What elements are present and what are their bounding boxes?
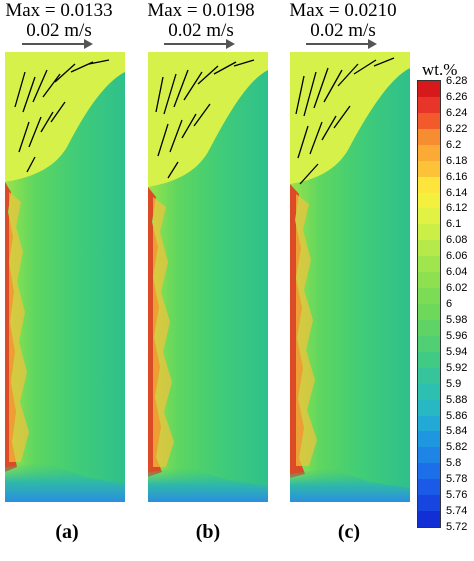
colorbar-tick-label: 5.9 xyxy=(446,377,462,390)
colorbar-tick-label: 6.18 xyxy=(446,154,468,167)
colorbar-tick-label: 5.88 xyxy=(446,393,468,406)
concentration-field-b xyxy=(148,52,268,502)
colorbar-cell xyxy=(418,351,440,369)
concentration-field-a xyxy=(5,52,125,502)
scale-arrow-icon xyxy=(164,39,235,49)
scale-arrow-icon xyxy=(22,39,93,49)
colorbar-cell xyxy=(418,431,440,448)
scale-label: 0.02 m/s xyxy=(168,20,234,41)
colorbar-tick-label: 5.96 xyxy=(446,329,468,342)
colorbar-cell xyxy=(418,128,440,146)
colorbar-tick-label: 5.86 xyxy=(446,409,468,422)
colorbar-cell xyxy=(418,511,440,528)
max-velocity-label: Max = 0.0198 xyxy=(147,0,255,21)
colorbar-tick-label: 6.1 xyxy=(446,218,462,231)
colorbar-cell xyxy=(418,112,440,130)
colorbar xyxy=(417,80,441,528)
colorbar-cell xyxy=(418,224,440,241)
panel-label-a: (a) xyxy=(55,521,79,543)
colorbar-tick-label: 6.14 xyxy=(446,186,468,199)
colorbar-tick-label: 5.92 xyxy=(446,361,468,374)
colorbar-cell xyxy=(418,144,440,162)
colorbar-tick-label: 6.06 xyxy=(446,250,468,263)
colorbar-cell xyxy=(418,399,440,416)
colorbar-cell xyxy=(418,463,440,480)
colorbar-tick-label: 5.84 xyxy=(446,425,468,438)
colorbar-tick-label: 5.98 xyxy=(446,313,468,326)
colorbar-tick-label: 5.74 xyxy=(446,505,468,518)
colorbar-cell xyxy=(418,256,440,273)
colorbar-cell xyxy=(418,383,440,401)
colorbar-tick-label: 5.82 xyxy=(446,441,468,454)
colorbar-tick-label: 5.78 xyxy=(446,473,468,486)
colorbar-cell xyxy=(418,96,440,114)
colorbar-tick-label: 6 xyxy=(446,298,453,310)
concentration-field-c xyxy=(290,52,410,502)
colorbar-tick-label: 5.8 xyxy=(446,457,462,470)
colorbar-cell xyxy=(418,81,440,98)
colorbar-tick-label: 6.26 xyxy=(446,90,468,103)
panel-label-b: (b) xyxy=(195,521,221,543)
max-velocity-label: Max = 0.0133 xyxy=(5,0,113,21)
colorbar-tick-label: 6.16 xyxy=(446,170,468,183)
colorbar-title: wt.% xyxy=(422,60,458,79)
colorbar-cell xyxy=(418,495,440,512)
colorbar-tick-label: 5.72 xyxy=(446,521,468,533)
colorbar-cell xyxy=(418,176,440,193)
scale-label: 0.02 m/s xyxy=(310,20,376,41)
colorbar-tick-label: 6.2 xyxy=(446,138,462,151)
colorbar-tick-label: 5.94 xyxy=(446,345,468,358)
scale-label: 0.02 m/s xyxy=(26,20,92,41)
colorbar-cell xyxy=(418,288,440,305)
colorbar-cell xyxy=(418,415,440,432)
colorbar-tick-label: 6.12 xyxy=(446,202,468,215)
colorbar-cell xyxy=(418,304,440,321)
colorbar-tick-label: 6.08 xyxy=(446,234,468,247)
colorbar-cell xyxy=(418,447,440,464)
panel-label-c: (c) xyxy=(337,521,361,543)
colorbar-tick-label: 6.24 xyxy=(446,106,468,119)
colorbar-cell xyxy=(418,272,440,289)
colorbar-tick-label: 5.76 xyxy=(446,489,468,502)
scale-arrow-icon xyxy=(306,39,377,49)
colorbar-cell xyxy=(418,319,440,337)
colorbar-cell xyxy=(418,479,440,496)
colorbar-cell xyxy=(418,160,440,178)
colorbar-tick-label: 6.28 xyxy=(446,75,468,87)
max-velocity-label: Max = 0.0210 xyxy=(289,0,397,21)
colorbar-tick-label: 6.04 xyxy=(446,266,468,279)
colorbar-cell xyxy=(418,208,440,225)
colorbar-cell xyxy=(418,367,440,385)
colorbar-tick-label: 6.22 xyxy=(446,122,468,135)
colorbar-cell xyxy=(418,335,440,353)
colorbar-cell xyxy=(418,240,440,257)
colorbar-tick-label: 6.02 xyxy=(446,282,468,295)
colorbar-cell xyxy=(418,192,440,209)
